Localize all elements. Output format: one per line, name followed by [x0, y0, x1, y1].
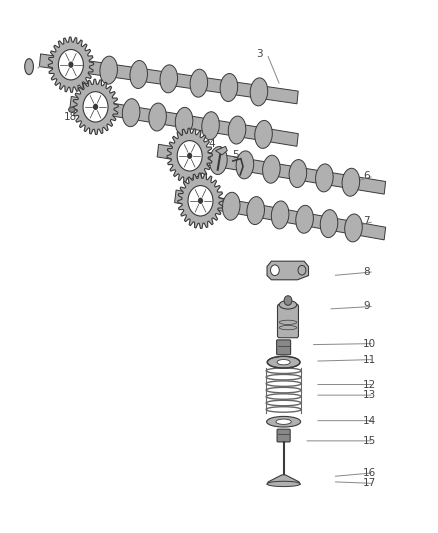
Text: 18: 18	[191, 211, 204, 221]
Ellipse shape	[195, 206, 202, 212]
Text: 18: 18	[64, 111, 77, 122]
Text: 16: 16	[363, 468, 376, 478]
Polygon shape	[70, 96, 298, 146]
Circle shape	[271, 265, 279, 276]
Ellipse shape	[175, 107, 193, 135]
Ellipse shape	[122, 99, 140, 127]
Circle shape	[198, 198, 203, 204]
Ellipse shape	[298, 265, 306, 275]
Circle shape	[187, 152, 192, 159]
Ellipse shape	[190, 69, 208, 97]
Ellipse shape	[267, 481, 300, 487]
FancyBboxPatch shape	[277, 429, 290, 442]
Ellipse shape	[70, 52, 88, 80]
Polygon shape	[39, 54, 298, 104]
Polygon shape	[73, 79, 118, 134]
FancyBboxPatch shape	[278, 304, 298, 338]
Text: 13: 13	[363, 390, 376, 400]
Ellipse shape	[320, 209, 338, 238]
Ellipse shape	[198, 188, 215, 216]
Polygon shape	[157, 144, 385, 194]
Polygon shape	[167, 128, 212, 183]
Ellipse shape	[345, 214, 362, 242]
Ellipse shape	[220, 74, 238, 101]
Ellipse shape	[236, 151, 254, 179]
Ellipse shape	[160, 65, 177, 93]
Ellipse shape	[255, 120, 272, 148]
Ellipse shape	[277, 360, 290, 365]
Ellipse shape	[96, 94, 113, 123]
Ellipse shape	[247, 197, 265, 224]
Text: 10: 10	[363, 338, 376, 349]
Text: 8: 8	[363, 267, 370, 277]
Ellipse shape	[316, 164, 333, 192]
Ellipse shape	[279, 301, 297, 309]
Polygon shape	[175, 190, 386, 240]
Circle shape	[188, 185, 213, 216]
Ellipse shape	[276, 419, 291, 424]
Polygon shape	[267, 475, 300, 484]
Polygon shape	[178, 173, 223, 229]
Ellipse shape	[267, 416, 300, 427]
Ellipse shape	[296, 205, 313, 233]
Ellipse shape	[342, 168, 360, 196]
Ellipse shape	[69, 107, 75, 112]
Ellipse shape	[228, 116, 246, 144]
Ellipse shape	[100, 56, 117, 84]
Text: 14: 14	[363, 416, 376, 426]
Circle shape	[177, 141, 202, 171]
Polygon shape	[267, 261, 308, 280]
Text: 15: 15	[363, 436, 376, 446]
Ellipse shape	[223, 192, 240, 220]
Text: 11: 11	[363, 354, 376, 365]
Text: 3: 3	[256, 49, 263, 59]
Ellipse shape	[183, 142, 201, 170]
Circle shape	[68, 61, 74, 68]
Ellipse shape	[250, 78, 268, 106]
Ellipse shape	[289, 159, 307, 188]
Polygon shape	[215, 147, 227, 155]
Ellipse shape	[210, 147, 227, 174]
Circle shape	[58, 50, 83, 80]
Text: 2: 2	[77, 49, 84, 59]
Text: 1: 1	[25, 65, 32, 75]
FancyBboxPatch shape	[277, 340, 290, 355]
Text: 4: 4	[208, 139, 215, 149]
Ellipse shape	[130, 61, 148, 88]
Ellipse shape	[271, 201, 289, 229]
Text: 5: 5	[232, 150, 239, 160]
Polygon shape	[48, 37, 94, 92]
Circle shape	[284, 296, 292, 305]
Text: 6: 6	[363, 171, 370, 181]
Ellipse shape	[202, 112, 219, 140]
Circle shape	[93, 103, 98, 110]
Ellipse shape	[267, 357, 300, 368]
Ellipse shape	[263, 155, 280, 183]
Ellipse shape	[25, 59, 33, 75]
Text: 12: 12	[363, 379, 376, 390]
Text: 9: 9	[363, 301, 370, 311]
Text: 7: 7	[363, 216, 370, 227]
Ellipse shape	[149, 103, 166, 131]
Text: 17: 17	[363, 479, 376, 488]
Circle shape	[83, 92, 108, 122]
